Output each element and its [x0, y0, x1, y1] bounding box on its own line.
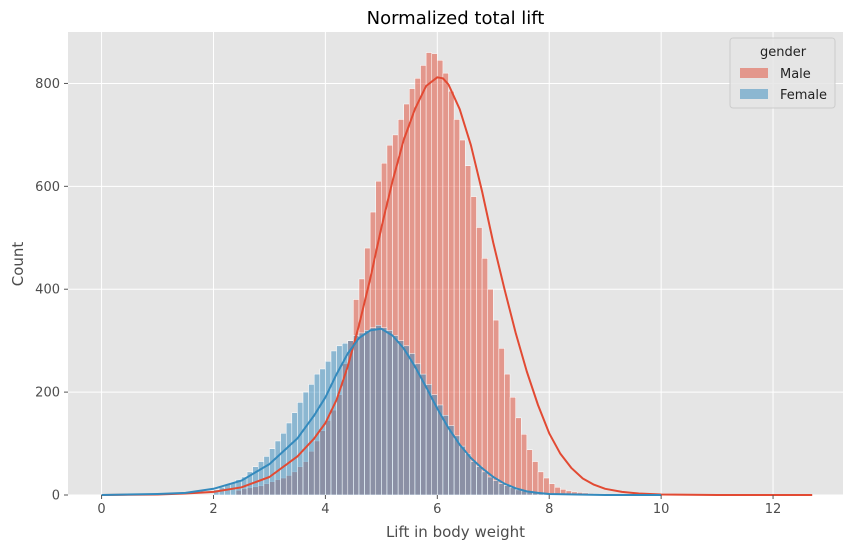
- female-bar: [291, 412, 298, 496]
- female-bar: [397, 340, 404, 496]
- legend-swatch-female: [740, 89, 768, 99]
- female-bar: [465, 453, 472, 496]
- female-bar: [364, 330, 371, 496]
- female-bar: [487, 476, 494, 496]
- male-bar: [532, 461, 539, 496]
- female-bar: [369, 327, 377, 496]
- male-bar: [465, 165, 472, 496]
- y-tick-label: 400: [35, 283, 60, 298]
- female-bar: [459, 445, 466, 496]
- x-tick-label: 0: [97, 502, 105, 517]
- y-tick-label: 200: [35, 386, 60, 401]
- chart-title: Normalized total lift: [367, 8, 545, 29]
- female-bar: [481, 471, 488, 496]
- y-tick-label: 800: [35, 77, 60, 92]
- female-bar: [353, 335, 360, 496]
- female-bar: [258, 461, 265, 496]
- legend-label-male: Male: [780, 67, 811, 82]
- female-bar: [498, 483, 505, 496]
- legend-label-female: Female: [780, 88, 827, 103]
- female-bar: [476, 466, 483, 496]
- female-bar: [319, 368, 326, 496]
- x-tick-label: 12: [765, 502, 782, 517]
- x-tick-label: 4: [321, 502, 329, 517]
- female-bar: [386, 330, 393, 496]
- female-bar: [375, 324, 382, 496]
- female-bar: [297, 402, 304, 496]
- female-bar: [392, 335, 399, 496]
- female-bar: [504, 485, 511, 496]
- x-axis-label: Lift in body weight: [386, 523, 525, 541]
- male-bar: [543, 477, 550, 496]
- male-bar: [459, 139, 466, 496]
- x-tick-labels: 0 2 4 6 8 10 12: [97, 495, 781, 517]
- x-tick-label: 2: [209, 502, 217, 517]
- female-bar: [381, 327, 388, 496]
- male-bar: [481, 258, 488, 496]
- y-tick-labels: 0 200 400 600 800: [35, 77, 68, 504]
- female-bar: [425, 384, 432, 496]
- male-bar: [515, 417, 522, 496]
- female-kde-line: [101, 327, 662, 496]
- legend-title: gender: [760, 45, 807, 60]
- female-bar: [414, 363, 421, 496]
- male-kde-line: [101, 76, 813, 496]
- x-tick-label: 10: [653, 502, 670, 517]
- female-bar: [274, 440, 281, 496]
- male-bar: [504, 373, 511, 496]
- female-bar: [263, 456, 270, 496]
- y-axis-label: Count: [9, 242, 27, 287]
- male-bar: [520, 434, 528, 496]
- kde-curves: [101, 76, 813, 496]
- male-bar: [493, 319, 500, 496]
- female-bar: [431, 394, 438, 496]
- male-bar: [498, 348, 505, 496]
- male-bar: [509, 397, 516, 496]
- female-bar: [358, 332, 365, 496]
- female-bar: [325, 360, 332, 496]
- male-bar: [476, 227, 483, 496]
- female-bar: [409, 353, 416, 496]
- y-tick-label: 0: [52, 489, 60, 504]
- female-bar: [269, 448, 276, 496]
- female-bar: [330, 350, 337, 496]
- female-bar: [285, 422, 293, 496]
- male-bar: [537, 471, 544, 496]
- legend-swatch-male: [740, 68, 768, 78]
- legend: gender Male Female: [729, 37, 836, 109]
- x-tick-label: 6: [433, 502, 441, 517]
- male-bar: [487, 288, 494, 496]
- male-bar: [470, 196, 477, 496]
- female-bar: [420, 373, 427, 496]
- x-tick-label: 8: [545, 502, 553, 517]
- female-bar: [302, 391, 309, 496]
- female-bar: [493, 480, 500, 496]
- female-bar: [470, 461, 477, 496]
- male-bar: [526, 449, 533, 496]
- y-tick-label: 600: [35, 180, 60, 195]
- female-bar: [403, 345, 410, 496]
